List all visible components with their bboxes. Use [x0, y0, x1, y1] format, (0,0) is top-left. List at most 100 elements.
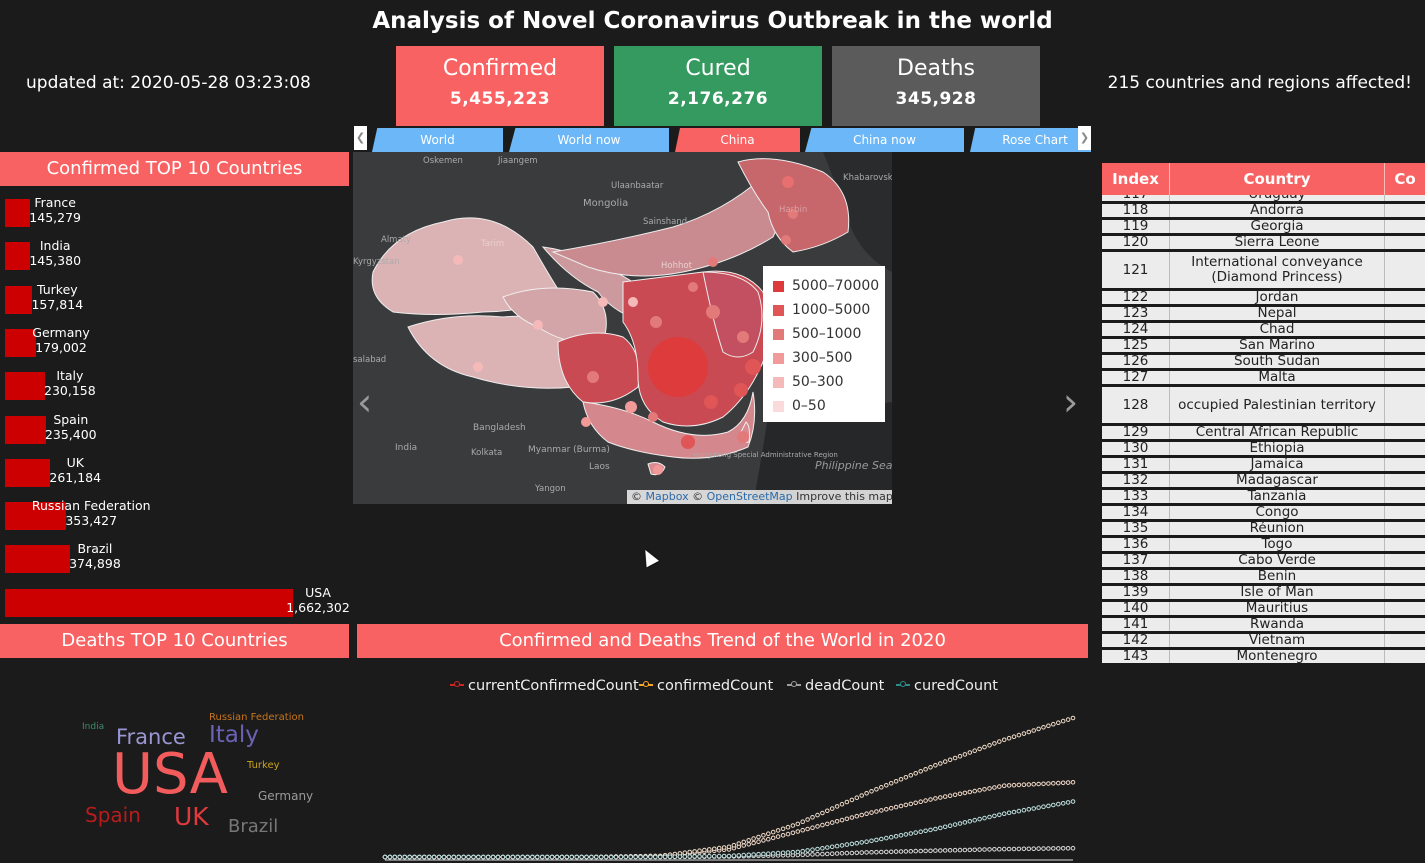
table-row[interactable]: 123 Nepal: [1102, 306, 1425, 323]
bar[interactable]: [5, 545, 70, 574]
legend-item[interactable]: 0–50: [773, 394, 885, 418]
table-row[interactable]: 139 Isle of Man: [1102, 585, 1425, 602]
map-label: Tarim: [480, 239, 504, 249]
series-point-currentConfirmedCount: [918, 799, 924, 804]
openstreetmap-link[interactable]: OpenStreetMap: [706, 490, 793, 503]
tab-bar: ❮ World World now China China now Rose C…: [354, 126, 1091, 152]
legend-item[interactable]: 5000–70000: [773, 274, 885, 298]
table-row[interactable]: 143 Montenegro: [1102, 649, 1425, 666]
table-row[interactable]: 142 Vietnam: [1102, 633, 1425, 650]
countries-table[interactable]: 117Uruguay118Andorra119Georgia120Sierra …: [1102, 163, 1425, 729]
china-map[interactable]: Oskemen Jiaangem Ulaanbaatar Mongolia Sa…: [353, 152, 892, 504]
bar[interactable]: [5, 242, 31, 271]
cell-index: 119: [1102, 219, 1170, 234]
series-point-confirmedCount: [766, 831, 771, 836]
series-point-curedCount: [908, 831, 914, 836]
series-point-currentConfirmedCount: [992, 785, 997, 790]
series-point-confirmedCount: [707, 847, 712, 852]
series-point-confirmedCount: [928, 765, 933, 770]
bar[interactable]: [5, 502, 67, 531]
mapbox-link[interactable]: Mapbox: [645, 490, 689, 503]
table-row[interactable]: 130 Ethiopia: [1102, 441, 1425, 458]
tab-china-now[interactable]: China now: [805, 128, 964, 152]
bar[interactable]: [5, 588, 293, 617]
table-row[interactable]: 118 Andorra: [1102, 203, 1425, 220]
table-row[interactable]: 138 Benin: [1102, 569, 1425, 586]
series-point-deadCount: [1065, 846, 1071, 851]
cell-confirmed: [1385, 490, 1425, 503]
table-row[interactable]: 120 Sierra Leone: [1102, 235, 1425, 252]
series-point-curedCount: [633, 854, 638, 860]
series-point-curedCount: [977, 816, 982, 822]
table-row[interactable]: 140 Mauritius: [1102, 601, 1425, 618]
series-point-currentConfirmedCount: [1006, 783, 1012, 788]
series-point-curedCount: [667, 854, 673, 859]
series-point-curedCount: [643, 854, 648, 860]
series-point-curedCount: [756, 851, 761, 857]
series-point-curedCount: [603, 854, 609, 860]
col-confirmed-header[interactable]: Co: [1394, 170, 1416, 188]
bar[interactable]: [5, 328, 36, 357]
tab-china[interactable]: China: [675, 128, 800, 152]
table-row[interactable]: 119 Georgia: [1102, 219, 1425, 236]
legend-item[interactable]: 300–500: [773, 346, 885, 370]
table-row[interactable]: 132 Madagascar: [1102, 473, 1425, 490]
tab-scroll-right-button[interactable]: ❯: [1078, 126, 1091, 150]
table-row[interactable]: 127 Malta: [1102, 370, 1425, 387]
series-point-curedCount: [446, 854, 452, 860]
table-row[interactable]: 135 Réunion: [1102, 521, 1425, 538]
series-point-curedCount: [549, 854, 555, 860]
legend-current-confirmed[interactable]: currentConfirmedCount: [450, 678, 639, 694]
table-row[interactable]: 131 Jamaica: [1102, 457, 1425, 474]
bar[interactable]: [5, 458, 51, 487]
legend-label: 500–1000: [792, 326, 862, 342]
series-point-curedCount: [879, 836, 884, 842]
bar[interactable]: [5, 285, 33, 314]
series-point-confirmedCount: [893, 779, 899, 784]
bar[interactable]: [5, 415, 46, 444]
tab-world[interactable]: World: [372, 128, 503, 152]
tab-rose-chart[interactable]: Rose Chart: [970, 128, 1091, 152]
series-point-curedCount: [761, 851, 766, 857]
table-row[interactable]: 133 Tanzania: [1102, 489, 1425, 506]
carousel-prev-button[interactable]: ‹: [357, 380, 373, 424]
series-point-curedCount: [800, 848, 806, 854]
bar[interactable]: [5, 372, 45, 401]
series-point-curedCount: [648, 854, 653, 860]
improve-map-link[interactable]: Improve this map: [796, 490, 893, 503]
map-label: Sainshand: [643, 217, 687, 227]
series-point-curedCount: [594, 854, 599, 860]
carousel-next-button[interactable]: ›: [1063, 380, 1079, 424]
legend-dead[interactable]: deadCount: [787, 678, 884, 694]
legend-item[interactable]: 50–300: [773, 370, 885, 394]
legend-item[interactable]: 500–1000: [773, 322, 885, 346]
table-row[interactable]: 125 San Marino: [1102, 338, 1425, 355]
series-point-confirmedCount: [898, 777, 904, 782]
bar[interactable]: [5, 199, 31, 227]
series-point-deadCount: [1070, 845, 1076, 851]
table-row[interactable]: 124 Chad: [1102, 322, 1425, 339]
legend-item[interactable]: 1000–5000: [773, 298, 885, 322]
table-row[interactable]: 141 Rwanda: [1102, 617, 1425, 634]
series-point-curedCount: [495, 854, 501, 860]
table-row[interactable]: 136 Togo: [1102, 537, 1425, 554]
table-row[interactable]: 122 Jordan: [1102, 290, 1425, 307]
table-row[interactable]: 126 South Sudan: [1102, 354, 1425, 371]
series-point-deadCount: [997, 846, 1002, 852]
series-point-curedCount: [884, 835, 889, 841]
cell-confirmed: [1385, 650, 1425, 663]
table-row[interactable]: 134 Congo: [1102, 505, 1425, 522]
series-point-confirmedCount: [972, 748, 978, 754]
table-row[interactable]: 128 occupied Palestinian territory: [1102, 387, 1425, 426]
legend-cured[interactable]: curedCount: [896, 678, 998, 694]
table-row[interactable]: 129 Central African Republic: [1102, 425, 1425, 442]
col-country-header[interactable]: Country: [1170, 163, 1385, 195]
legend-confirmed[interactable]: confirmedCount: [639, 678, 773, 694]
table-row[interactable]: 121 International conveyance (Diamond Pri…: [1102, 252, 1425, 291]
table-row[interactable]: 137 Cabo Verde: [1102, 553, 1425, 570]
col-index-header[interactable]: Index: [1102, 163, 1170, 195]
series-point-deadCount: [908, 849, 914, 854]
series-point-deadCount: [800, 852, 806, 858]
tab-world-now[interactable]: World now: [509, 128, 669, 152]
tab-scroll-left-button[interactable]: ❮: [354, 126, 367, 150]
